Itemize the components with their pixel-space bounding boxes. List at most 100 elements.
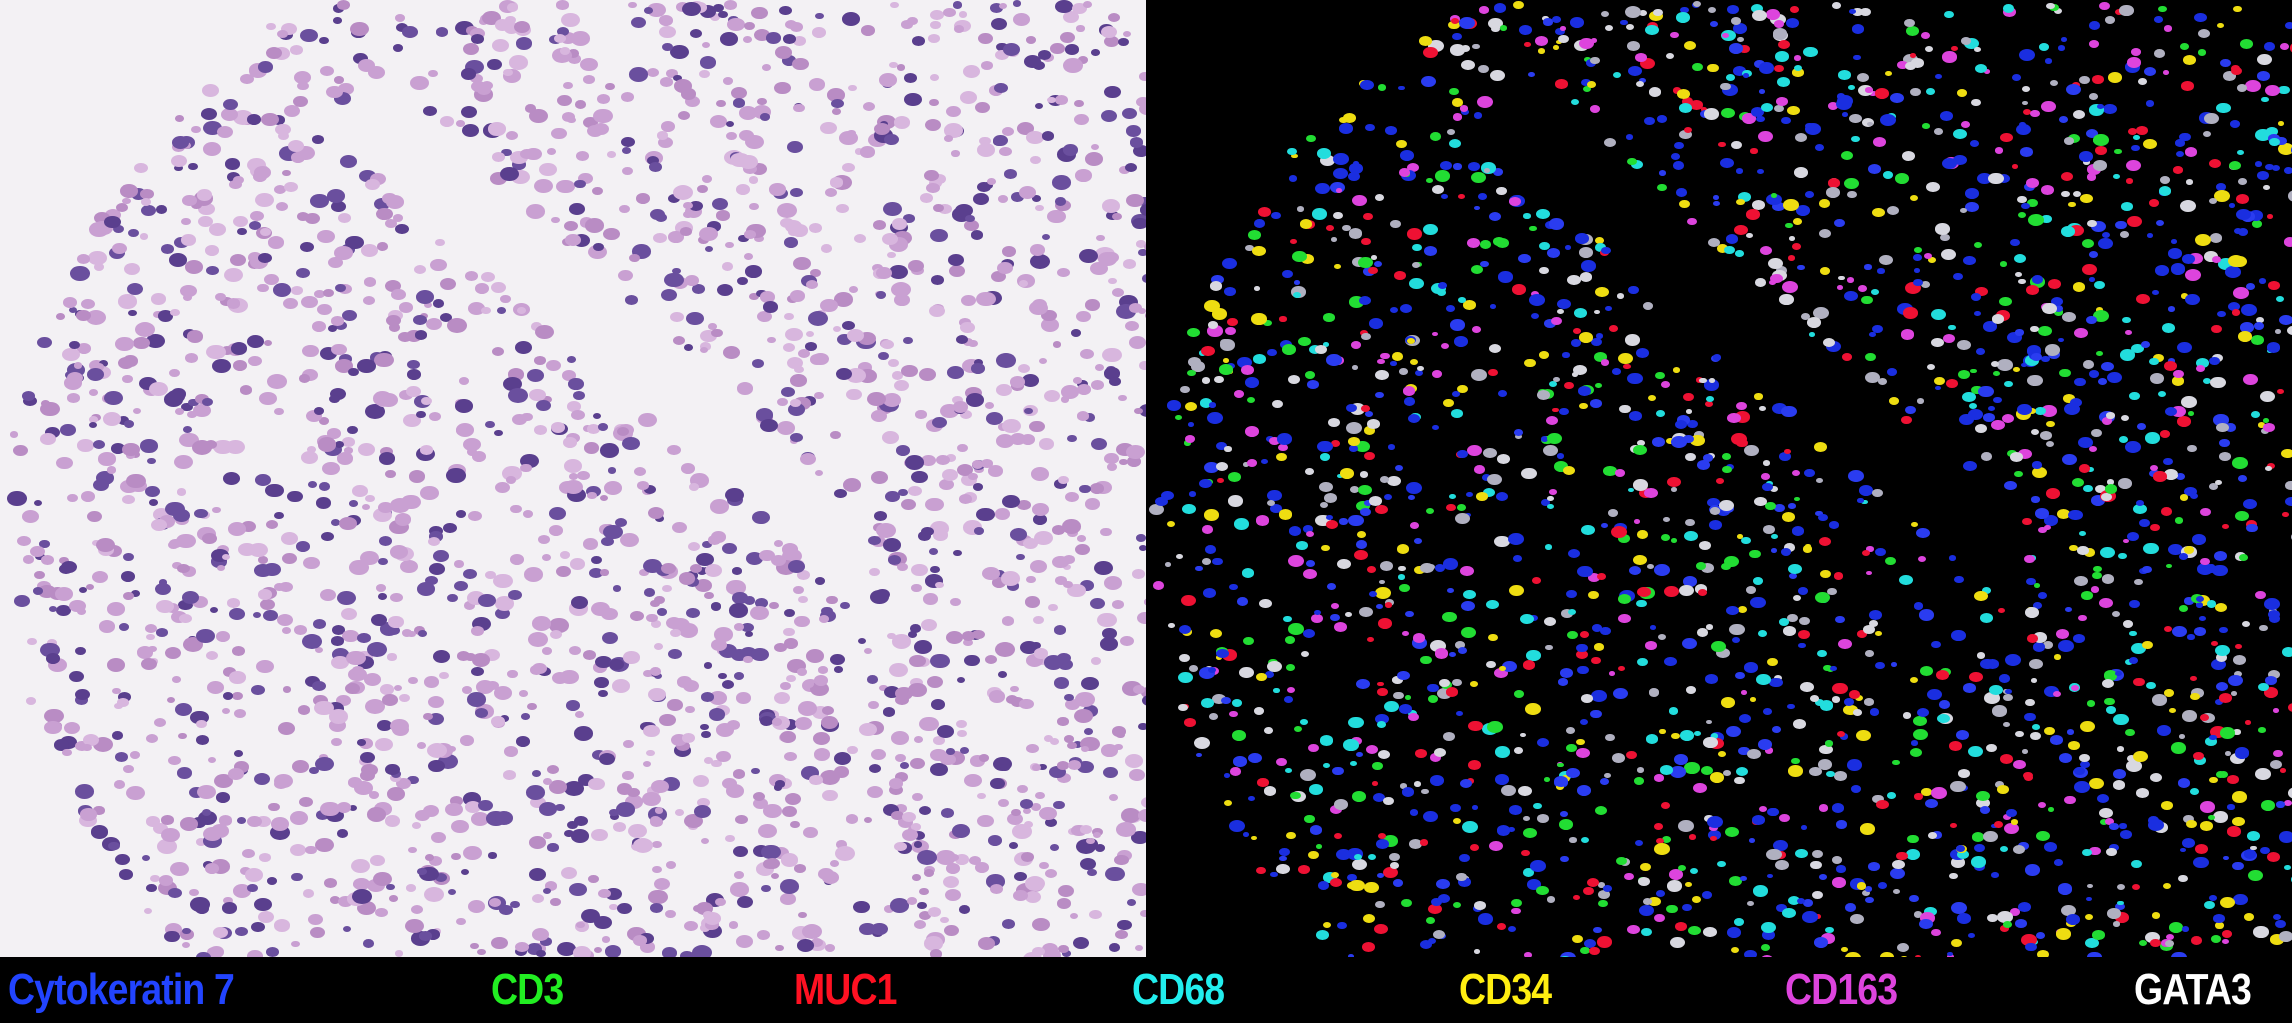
cell	[1416, 365, 1424, 371]
cell	[643, 669, 654, 678]
cell	[912, 874, 921, 881]
cell	[1596, 573, 1606, 580]
cell	[2186, 820, 2197, 829]
cell	[1847, 469, 1864, 482]
cell	[1600, 626, 1611, 635]
cell	[2066, 729, 2074, 735]
cell	[308, 913, 323, 925]
cell	[222, 472, 240, 486]
cell	[1840, 150, 1854, 161]
cell	[1222, 357, 1230, 363]
cell	[2174, 517, 2184, 524]
cell	[2062, 311, 2076, 322]
cell	[1712, 200, 1720, 206]
cell	[1058, 475, 1069, 484]
cell	[684, 95, 701, 108]
cell	[1120, 808, 1141, 823]
cell	[1697, 460, 1710, 470]
cell	[1705, 624, 1713, 630]
cell	[1800, 682, 1814, 693]
cell	[620, 136, 635, 148]
cell	[562, 112, 576, 123]
cell	[1701, 562, 1715, 573]
cell	[1843, 290, 1858, 302]
cell	[1487, 17, 1503, 30]
cell	[379, 452, 396, 465]
cell	[1682, 392, 1695, 402]
cell	[708, 708, 726, 721]
cell	[254, 474, 271, 487]
cell	[998, 2, 1007, 9]
cell	[1448, 652, 1456, 658]
cell	[563, 81, 574, 90]
cell	[89, 389, 98, 396]
cell	[1549, 218, 1565, 230]
cell	[1740, 689, 1747, 695]
cell	[1013, 13, 1031, 26]
cell	[597, 422, 609, 431]
cell	[989, 884, 1004, 894]
cell	[2235, 193, 2250, 204]
cell	[315, 809, 330, 820]
cell	[257, 589, 273, 601]
cell	[2044, 726, 2055, 735]
cell	[240, 521, 256, 533]
cell	[1586, 80, 1597, 89]
cell	[192, 403, 212, 418]
cell	[1758, 131, 1774, 143]
cell	[1122, 107, 1137, 119]
cell	[2037, 950, 2050, 957]
cell	[735, 814, 748, 824]
cell	[2194, 843, 2209, 854]
cell	[1021, 852, 1034, 863]
cell	[1324, 493, 1338, 504]
cell	[1590, 38, 1598, 43]
cell	[1115, 930, 1128, 940]
cell	[1710, 836, 1718, 842]
cell	[1864, 650, 1874, 657]
cell	[1976, 652, 1986, 659]
cell	[1288, 622, 1304, 635]
cell	[1446, 504, 1456, 512]
cell	[1642, 898, 1653, 906]
cell	[2257, 53, 2273, 66]
cell	[44, 426, 61, 439]
cell	[68, 671, 84, 683]
cell	[1831, 856, 1842, 864]
cell	[897, 816, 913, 828]
cell	[642, 559, 662, 574]
cell	[1524, 42, 1531, 48]
cell	[1458, 297, 1466, 303]
cell	[1700, 766, 1713, 776]
cell	[399, 302, 414, 313]
cell	[1872, 794, 1884, 804]
cell	[1774, 859, 1789, 871]
cell	[1348, 954, 1355, 957]
cell	[2203, 112, 2220, 125]
cell	[1275, 452, 1287, 462]
cell	[1859, 823, 1876, 835]
cell	[1348, 296, 1365, 308]
cell	[583, 442, 600, 455]
cell	[1805, 191, 1815, 198]
cell	[1974, 63, 1987, 73]
cell	[1946, 379, 1959, 389]
cell	[331, 624, 346, 635]
cell	[2246, 523, 2258, 533]
cell	[2278, 831, 2292, 844]
cell	[1605, 24, 1614, 31]
cell	[477, 84, 492, 96]
cell	[1242, 461, 1250, 468]
cell	[1672, 161, 1685, 170]
cell	[715, 99, 727, 108]
cell	[2095, 307, 2103, 313]
cell	[910, 470, 928, 484]
cell	[929, 98, 940, 107]
cell	[1481, 474, 1492, 482]
cell	[1025, 875, 1046, 891]
cell	[731, 567, 742, 575]
cell	[685, 705, 696, 714]
cell	[2090, 586, 2100, 593]
cell	[2044, 58, 2052, 64]
cell	[1132, 217, 1146, 230]
